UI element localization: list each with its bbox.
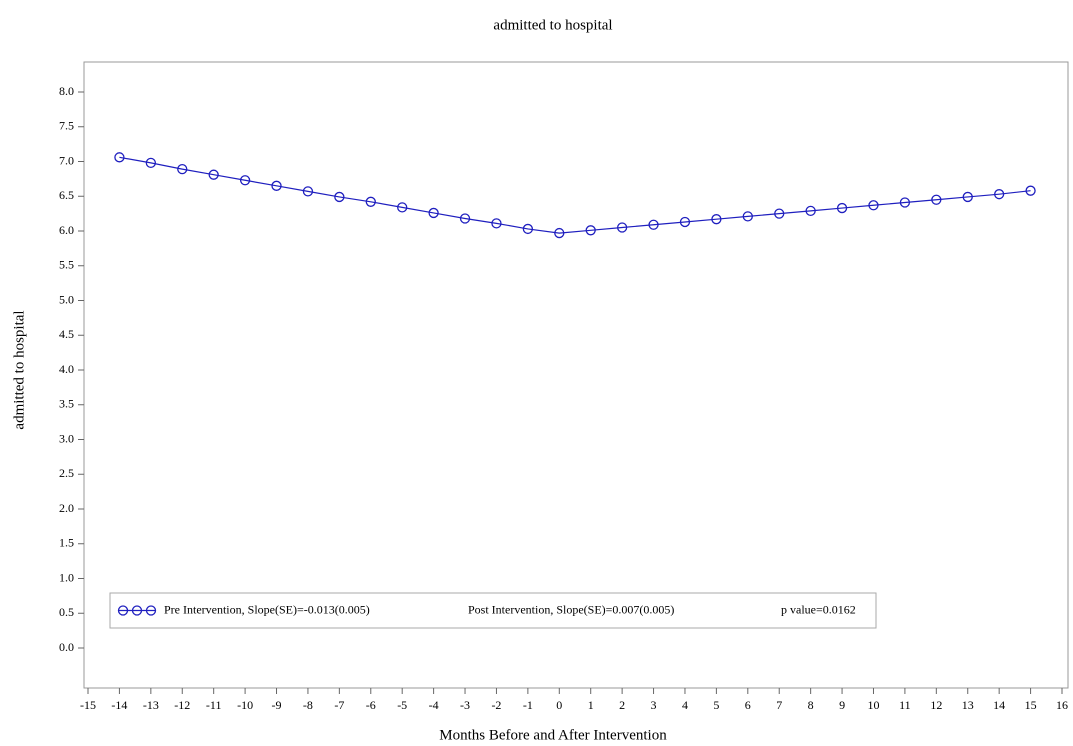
- y-tick-label: 7.0: [59, 153, 74, 167]
- point-marker: [177, 163, 188, 175]
- x-tick-label: -6: [366, 698, 376, 712]
- y-tick-label: 4.5: [59, 327, 74, 341]
- x-tick-label: -9: [272, 698, 282, 712]
- x-tick-label: 12: [930, 698, 942, 712]
- y-tick-label: 0.0: [59, 640, 74, 654]
- point-marker: [208, 169, 219, 180]
- y-tick-label: 1.5: [59, 536, 74, 550]
- y-tick-label: 3.0: [59, 431, 74, 445]
- x-tick-label: -3: [460, 698, 470, 712]
- y-tick-label: 5.5: [59, 258, 74, 272]
- point-marker: [428, 207, 439, 219]
- point-marker: [1025, 185, 1036, 196]
- x-tick-label: 5: [713, 698, 719, 712]
- y-tick-label: 2.0: [59, 501, 74, 515]
- chart-title: admitted to hospital: [493, 17, 612, 33]
- legend-swatch-marker: [117, 605, 129, 616]
- y-tick-label: 5.0: [59, 292, 74, 306]
- point-marker: [334, 191, 345, 203]
- x-tick-label: -7: [334, 698, 344, 712]
- point-marker: [836, 202, 848, 214]
- x-tick-label: 10: [867, 698, 879, 712]
- x-tick-label: -1: [523, 698, 533, 712]
- y-tick-label: 7.5: [59, 119, 74, 133]
- legend-box: [109, 592, 877, 629]
- x-tick-label: -8: [303, 698, 313, 712]
- y-tick-label: 6.5: [59, 188, 74, 202]
- point-marker: [679, 216, 691, 228]
- point-marker: [145, 157, 156, 169]
- y-tick-label: 0.5: [59, 605, 74, 619]
- x-tick-label: 13: [962, 698, 974, 712]
- y-tick-label: 3.5: [59, 397, 74, 411]
- point-marker: [868, 200, 879, 211]
- x-tick-label: -5: [397, 698, 407, 712]
- x-tick-label: 14: [993, 698, 1005, 712]
- point-marker: [931, 194, 942, 205]
- point-marker: [648, 219, 659, 230]
- legend-swatch-marker: [131, 605, 143, 616]
- point-marker: [302, 186, 314, 197]
- x-tick-label: -10: [237, 698, 253, 712]
- point-marker: [774, 208, 785, 219]
- point-marker: [616, 222, 628, 233]
- x-tick-label: 3: [651, 698, 657, 712]
- point-marker: [994, 189, 1005, 200]
- point-marker: [585, 225, 596, 236]
- x-tick-label: 9: [839, 698, 845, 712]
- legend-label: Pre Intervention, Slope(SE)=-0.013(0.005…: [164, 602, 370, 616]
- x-tick-label: -11: [206, 698, 222, 712]
- y-tick-label: 2.5: [59, 466, 74, 480]
- x-tick-label: 2: [619, 698, 625, 712]
- x-tick-label: 7: [776, 698, 782, 712]
- x-tick-label: 11: [899, 698, 911, 712]
- y-tick-label: 1.0: [59, 570, 74, 584]
- y-tick-label: 4.0: [59, 362, 74, 376]
- annotation: Post Intervention, Slope(SE)=0.007(0.005…: [468, 602, 674, 616]
- x-axis-label: Months Before and After Intervention: [439, 727, 667, 743]
- x-tick-label: -13: [143, 698, 159, 712]
- point-marker: [239, 175, 251, 186]
- x-tick-label: -12: [174, 698, 190, 712]
- point-marker: [805, 205, 816, 216]
- x-tick-label: -14: [111, 698, 127, 712]
- point-marker: [459, 213, 471, 224]
- point-marker: [962, 191, 973, 203]
- point-marker: [742, 211, 753, 222]
- x-tick-label: 15: [1025, 698, 1037, 712]
- legend-swatch-marker: [145, 605, 157, 616]
- point-marker: [365, 196, 376, 207]
- x-tick-label: 6: [745, 698, 751, 712]
- x-tick-label: 1: [588, 698, 594, 712]
- x-tick-label: 16: [1056, 698, 1068, 712]
- y-tick-label: 6.0: [59, 223, 74, 237]
- y-axis-label: admitted to hospital: [11, 310, 27, 429]
- point-marker: [491, 218, 502, 229]
- series-line: [119, 156, 1031, 234]
- x-tick-label: 4: [682, 698, 688, 712]
- plot-frame: [83, 61, 1069, 689]
- point-marker: [554, 227, 565, 239]
- x-tick-label: -15: [80, 698, 96, 712]
- point-marker: [271, 180, 282, 191]
- x-tick-label: 0: [556, 698, 562, 712]
- annotation: p value=0.0162: [781, 602, 856, 616]
- point-marker: [899, 197, 911, 208]
- point-marker: [397, 202, 408, 213]
- point-marker: [711, 214, 722, 225]
- point-marker: [522, 223, 534, 235]
- point-marker: [114, 152, 125, 163]
- x-tick-label: -2: [491, 698, 501, 712]
- x-tick-label: 8: [808, 698, 814, 712]
- y-tick-label: 8.0: [59, 84, 74, 98]
- x-tick-label: -4: [429, 698, 439, 712]
